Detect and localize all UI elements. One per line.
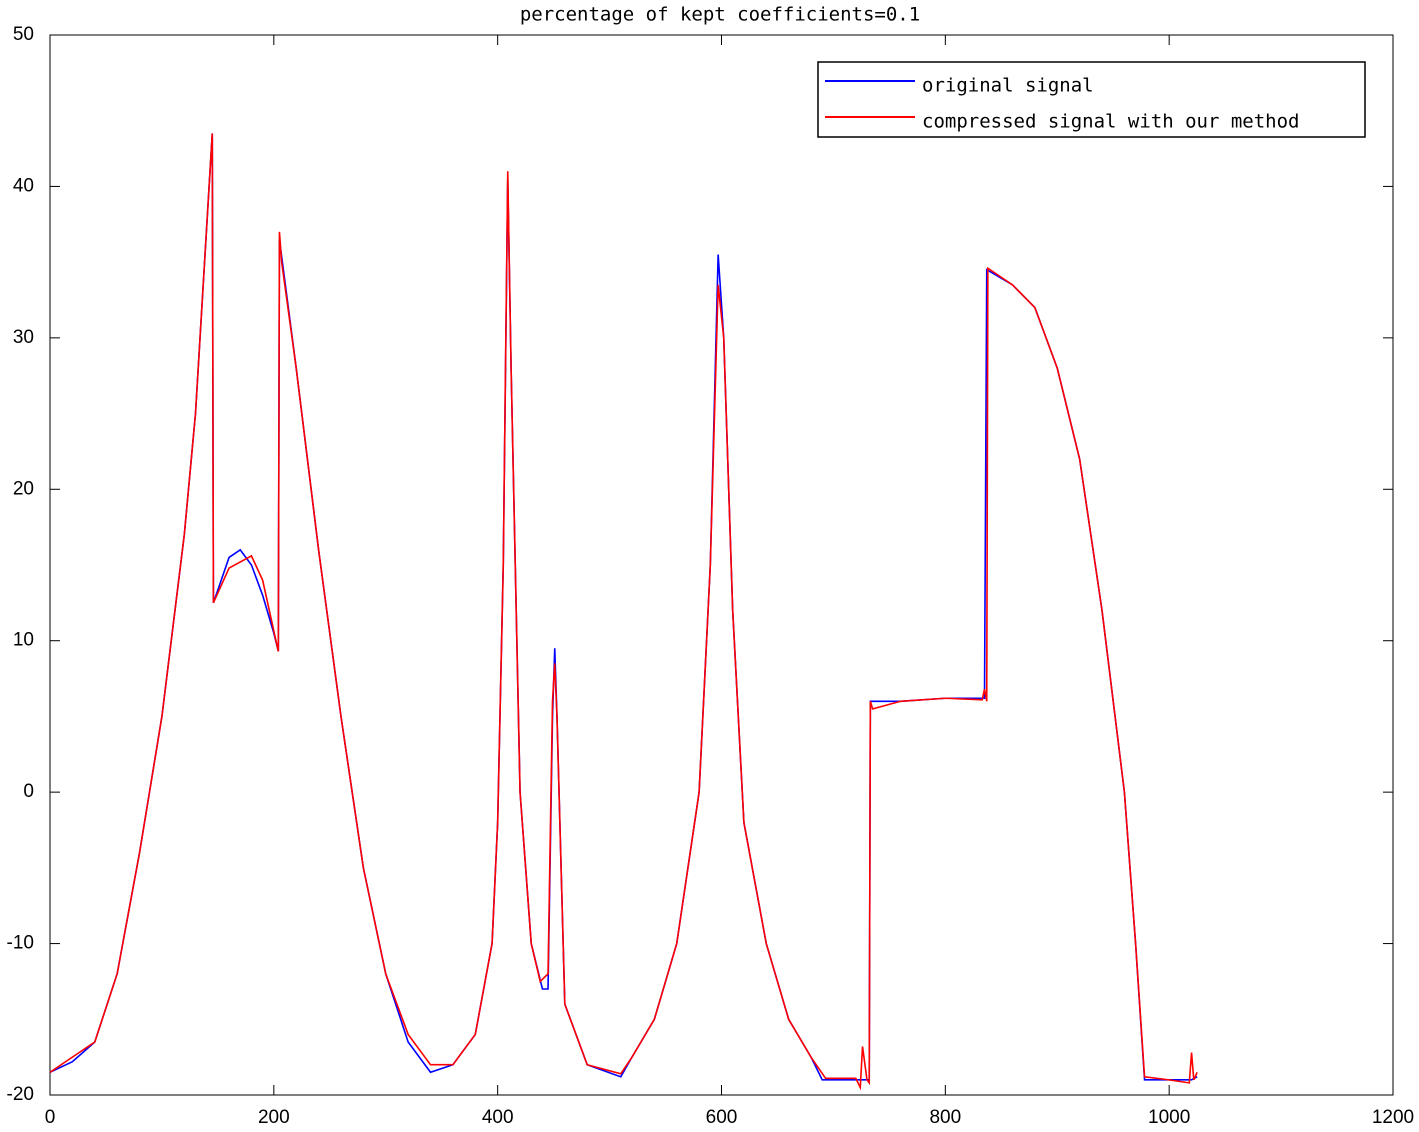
legend-label: compressed signal with our method — [922, 111, 1300, 133]
y-tick-label: 0 — [23, 781, 34, 802]
legend-label: original signal — [922, 75, 1094, 97]
y-tick-label: 40 — [13, 175, 34, 196]
x-tick-label: 600 — [706, 1107, 738, 1128]
x-tick-label: 0 — [45, 1107, 56, 1128]
x-tick-label: 1000 — [1148, 1107, 1190, 1128]
x-tick-label: 200 — [258, 1107, 290, 1128]
legend-box — [817, 61, 1366, 138]
series-line — [49, 133, 1198, 1081]
y-tick-label: 30 — [13, 327, 34, 348]
chart-title: percentage of kept coefficients=0.1 — [520, 4, 920, 26]
y-tick-label: 10 — [13, 630, 34, 651]
x-tick-label: 800 — [929, 1107, 961, 1128]
x-tick-label: 400 — [482, 1107, 514, 1128]
y-tick-label: -20 — [7, 1084, 34, 1105]
series-line — [49, 133, 1198, 1091]
x-tick-label: 1200 — [1372, 1107, 1414, 1128]
y-tick-label: 50 — [13, 24, 34, 45]
y-tick-label: 20 — [13, 478, 34, 499]
y-tick-label: -10 — [7, 933, 34, 954]
